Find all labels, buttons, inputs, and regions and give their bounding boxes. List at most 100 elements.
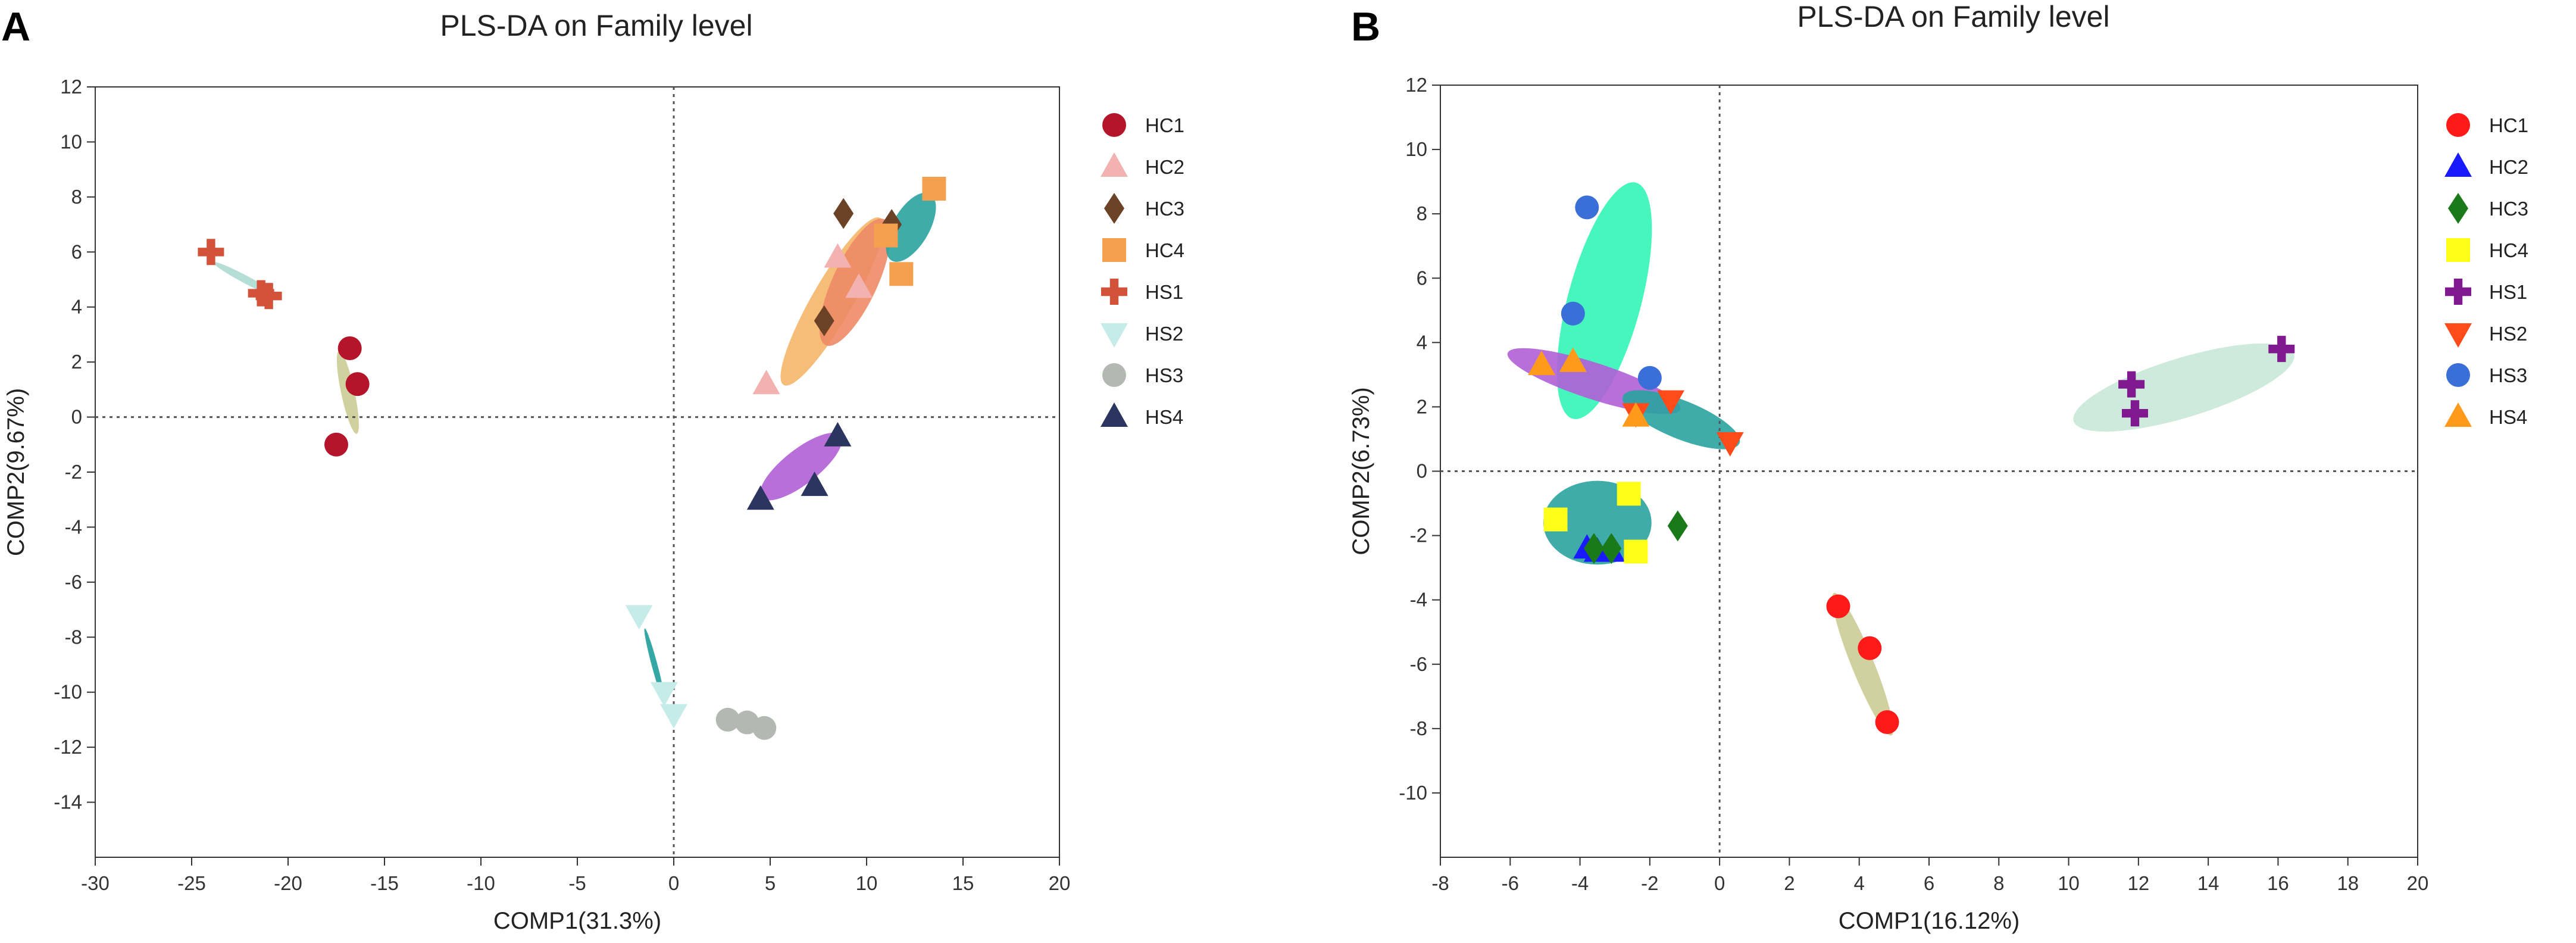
legend-label-hs4: HS4 [1145,406,1183,428]
legend-marker-hs1 [2445,279,2471,305]
x-tick-label: 5 [765,872,776,894]
legend-marker-hc1 [2446,113,2470,137]
x-axis-label: COMP1(31.3%) [493,908,661,934]
y-tick-label: 6 [1417,267,1427,289]
point-hc3 [1667,510,1688,542]
legend-label-hs3: HS3 [1145,364,1183,386]
point-hs1 [198,239,224,266]
point-hc3 [1601,533,1622,564]
y-tick-label: -6 [65,571,82,593]
data-points [1528,195,2295,735]
ellipse-hc1 [1832,592,1893,736]
point-hc2 [752,370,780,395]
ellipse-hs2 [1622,390,1740,449]
point-hc4 [874,223,898,248]
y-tick-label: -10 [54,681,82,703]
panel-label: A [1,4,30,49]
x-tick-label: 20 [1049,872,1071,894]
legend-label-hc1: HC1 [2489,114,2528,136]
point-hs4 [746,485,774,510]
point-hc2 [824,243,852,268]
ellipse-hc1 [336,351,359,434]
legend-label-hs2: HS2 [1145,323,1183,345]
y-tick-label: -8 [1410,717,1427,739]
point-hs4 [1528,351,1556,376]
legend-marker-hs4 [2444,402,2472,427]
point-hs3 [715,707,740,732]
y-tick-label: 12 [1405,74,1427,96]
legend-marker-hc3 [2448,193,2468,224]
x-tick-label: 12 [2127,872,2149,894]
legend-marker-hc1 [1102,113,1126,137]
y-axis-label: COMP2(9.67%) [3,388,29,556]
x-tick-label: 10 [856,872,878,894]
chart-title: PLS-DA on Family level [440,9,752,42]
x-tick-label: 6 [1924,872,1934,894]
point-hc3 [814,305,834,336]
y-tick-label: 6 [71,241,82,263]
y-tick-label: -2 [1410,524,1427,547]
x-tick-label: 18 [2337,872,2359,894]
point-hc1 [337,336,362,361]
x-tick-label: -10 [467,872,495,894]
y-tick-label: -12 [54,736,82,758]
y-tick-label: -6 [1410,653,1427,675]
point-hs1 [2118,371,2145,398]
y-tick-label: 0 [71,406,82,428]
point-hc4 [1624,539,1648,564]
legend-label-hc2: HC2 [1145,156,1184,178]
x-tick-label: 2 [1784,872,1795,894]
point-hs4 [801,472,829,497]
y-tick-label: 8 [1417,202,1427,224]
x-tick-label: 10 [2058,872,2080,894]
legend: HC1 HC2 HC3 HC4 HS1 HS2 HS3 HS4 [2444,113,2528,428]
point-hs3 [1637,366,1662,390]
legend-label-hc4: HC4 [2489,239,2528,261]
point-hs1 [2268,336,2295,363]
point-hs2 [660,704,687,729]
legend-marker-hc4 [1102,238,1126,262]
chart-title: PLS-DA on Family level [1797,0,2109,33]
legend-marker-hc2 [2444,152,2472,177]
point-hs2 [650,682,678,707]
point-hs1 [255,283,282,310]
point-hc4 [1617,482,1641,506]
legend-marker-hc3 [1104,193,1124,224]
x-tick-label: -4 [1571,872,1589,894]
point-hc3 [1584,533,1605,564]
panel-a: A PLS-DA on Family level-30 -25 -20 -15 -10 -5… [1,4,1184,934]
legend-marker-hs2 [2444,323,2472,348]
legend-marker-hs2 [1101,323,1128,348]
legend-label-hs3: HS3 [2489,364,2527,386]
point-hs2 [625,605,653,630]
x-tick-label: -15 [370,872,399,894]
y-axis-label: COMP2(6.73%) [1348,387,1374,555]
y-tick-label: 2 [71,351,82,373]
x-axis-label: COMP1(16.12%) [1839,908,2020,934]
y-tick-label: -4 [65,516,82,538]
y-tick-label: 0 [1417,460,1427,482]
x-tick-label: -2 [1641,872,1658,894]
point-hs2 [1716,432,1744,457]
legend-label-hs2: HS2 [2489,323,2527,345]
data-points [198,176,946,740]
legend-marker-hs1 [1101,279,1127,305]
legend-marker-hs3 [2446,363,2470,387]
legend-label-hc3: HC3 [1145,198,1184,220]
point-hc2 [845,273,873,298]
x-tick-label: -25 [177,872,206,894]
x-tick-label: -6 [1502,872,1519,894]
point-hc1 [1858,636,1882,660]
point-hc4 [1543,507,1568,532]
x-tick-label: 20 [2407,872,2429,894]
x-tick-label: 15 [952,872,974,894]
y-tick-label: 2 [1417,395,1427,417]
point-hc3 [833,198,854,229]
x-tick-label: -5 [568,872,586,894]
point-hs4 [1559,347,1587,372]
x-tick-label: 4 [1854,872,1865,894]
point-hs4 [1622,402,1650,427]
y-tick-label: 4 [71,296,82,318]
legend-label-hc3: HC3 [2489,198,2528,220]
